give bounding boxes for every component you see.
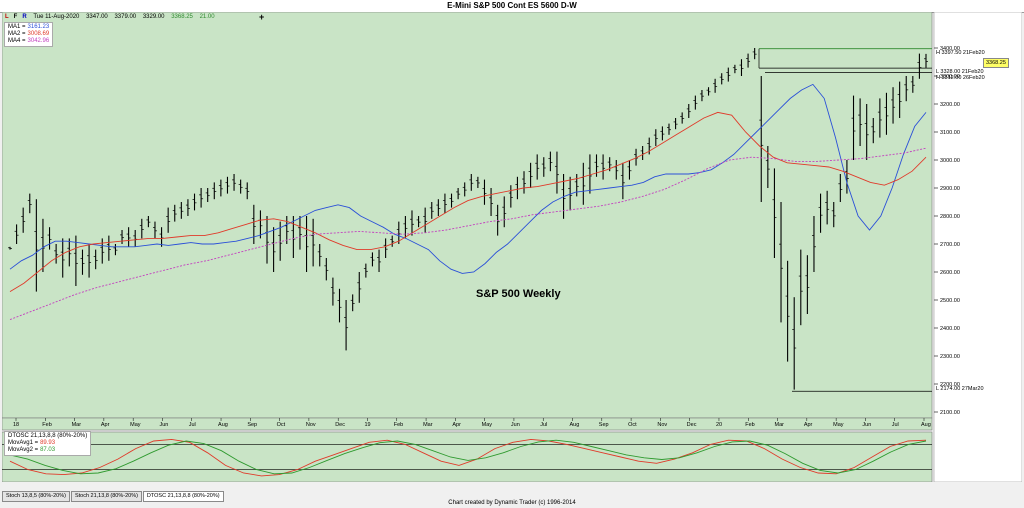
x-tick-label: Mar	[775, 422, 785, 428]
tab-dtosc[interactable]: DTOSC 21,13,8,8 (80%-20%)	[142, 491, 224, 502]
last-price-badge: 3368.25	[983, 58, 1009, 68]
chart-area[interactable]: 2100.00 2200.00 2300.00 2400.00 2500.00 2600.…	[2, 12, 1022, 482]
y-tick-label: 2500.00	[940, 298, 960, 304]
series-ma1	[9, 83, 927, 274]
osc-movavg1	[9, 438, 927, 477]
x-tick-label: 20	[716, 422, 722, 428]
x-tick-label: Dec	[687, 422, 697, 428]
chart-canvas[interactable]: 2100.00 2200.00 2300.00 2400.00 2500.00 2600.…	[2, 12, 1022, 482]
x-tick-label: Aug	[921, 422, 931, 428]
ma1-label: MA1 =	[8, 24, 26, 30]
y-tick-label: 2200.00	[940, 382, 960, 388]
x-tick-label: Apr	[804, 422, 813, 428]
movavg2-value: 87.03	[40, 447, 56, 453]
movavg2-label: MovAvg2 =	[8, 447, 39, 453]
ma2-label: MA2 =	[8, 31, 26, 37]
ma4-value: 3042.96	[27, 38, 50, 44]
x-tick-label: Nov	[306, 422, 316, 428]
date-axis-bg	[2, 417, 933, 431]
y-tick-label: 2100.00	[940, 410, 960, 416]
price-panel-bg	[2, 12, 933, 419]
x-tick-label: Jun	[511, 422, 520, 428]
ma2-value: 3008.69	[27, 31, 50, 37]
tab-stoch-13[interactable]: Stoch 13,8,5 (80%-20%)	[2, 491, 70, 502]
y-tick-label: 3400.00	[940, 46, 960, 52]
ma-legend: MA1 = 3161.23 MA2 = 3008.69 MA4 = 3042.96	[4, 22, 54, 47]
y-axis-bg	[933, 12, 1022, 482]
x-tick-label: Jun	[862, 422, 871, 428]
bar-open: 3347.00	[86, 14, 108, 20]
y-tick-label: 3000.00	[940, 158, 960, 164]
x-tick-label: Jul	[540, 422, 547, 428]
x-tick-label: 19	[364, 422, 370, 428]
x-tick-label: 18	[13, 422, 19, 428]
x-tick-label: Oct	[628, 422, 637, 428]
x-tick-label: Feb	[394, 422, 403, 428]
crosshair-plus-icon[interactable]: +	[259, 12, 265, 22]
y-tick-label: 2800.00	[940, 214, 960, 220]
x-tick-label: Sep	[599, 422, 609, 428]
annot-low-feb: L 3328.00 21Feb20	[936, 69, 984, 75]
x-tick-label: Aug	[570, 422, 580, 428]
indicator-tabs: Stoch 13,8,5 (80%-20%) Stoch 21,13,8 (80%…	[2, 491, 225, 502]
r-button[interactable]: R	[22, 14, 27, 20]
x-tick-label: Feb	[745, 422, 754, 428]
x-tick-label: Sep	[247, 422, 257, 428]
x-tick-label: Feb	[42, 422, 51, 428]
bar-close: 3368.25	[171, 14, 193, 20]
y-tick-label: 2300.00	[940, 354, 960, 360]
x-tick-label: Mar	[72, 422, 82, 428]
x-tick-label: Aug	[218, 422, 228, 428]
chart-watermark: S&P 500 Weekly	[476, 288, 561, 300]
bar-high: 3379.00	[114, 14, 137, 20]
tab-stoch-21[interactable]: Stoch 21,13,8 (80%-20%)	[70, 491, 142, 502]
x-tick-label: Jun	[159, 422, 168, 428]
y-tick-label: 3200.00	[940, 102, 960, 108]
annot-low-mar: L 2174.00 27Mar20	[936, 386, 984, 392]
x-tick-label: Dec	[335, 422, 345, 428]
annot-high-feb: H 3397.50 21Feb20	[936, 50, 985, 56]
y-tick-label: 3100.00	[940, 130, 960, 136]
x-tick-label: Oct	[277, 422, 286, 428]
l-button[interactable]: L	[5, 14, 9, 20]
x-tick-label: May	[482, 422, 493, 428]
x-tick-label: Jul	[892, 422, 899, 428]
x-tick-label: Apr	[452, 422, 461, 428]
x-tick-label: Jul	[189, 422, 196, 428]
ma4-label: MA4 =	[8, 38, 26, 44]
footer-credit: Chart created by Dynamic Trader (c) 1996…	[448, 500, 576, 506]
bar-change: 21.00	[199, 14, 215, 20]
bar-low: 3329.00	[142, 14, 165, 20]
osc-label: DTOSC 21,13,8,8 (80%-20%)	[8, 433, 88, 439]
osc-movavg2	[9, 439, 927, 475]
series-ma2	[9, 111, 927, 292]
y-tick-label: 2400.00	[940, 326, 960, 332]
x-tick-label: May	[833, 422, 844, 428]
y-tick-label: 2700.00	[940, 242, 960, 248]
annot-high-feb26: H 3312.00 26Feb20	[936, 75, 985, 81]
x-tick-label: Nov	[657, 422, 667, 428]
bar-date: Tue 11-Aug-2020	[33, 14, 80, 20]
movavg1-label: MovAvg1 =	[8, 440, 39, 446]
x-tick-label: May	[130, 422, 141, 428]
ma1-value: 3161.23	[27, 24, 50, 30]
y-tick-label: 2600.00	[940, 270, 960, 276]
f-button[interactable]: F	[13, 14, 18, 20]
x-tick-label: Mar	[423, 422, 433, 428]
osc-legend: DTOSC 21,13,8,8 (80%-20%) MovAvg1 = 89.93…	[4, 431, 92, 456]
movavg1-value: 89.93	[40, 440, 56, 446]
y-tick-label: 2900.00	[940, 186, 960, 192]
x-tick-label: Apr	[101, 422, 110, 428]
y-tick-label: 3300.00	[940, 74, 960, 80]
